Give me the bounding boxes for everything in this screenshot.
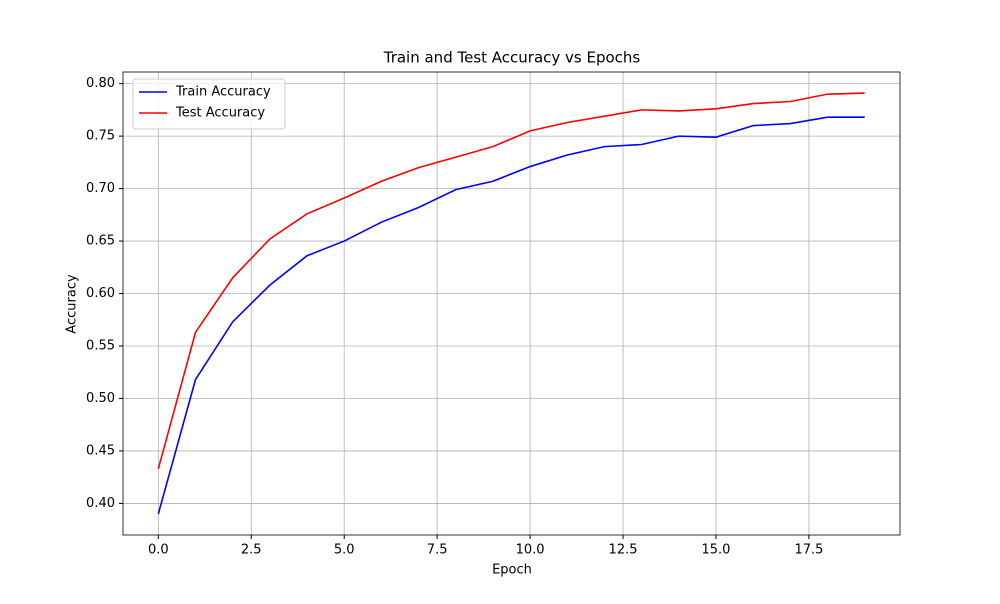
y-axis-label: Accuracy	[65, 274, 80, 334]
y-tick-label: 0.80	[86, 76, 115, 91]
x-tick-label: 7.5	[427, 543, 448, 558]
x-tick-label: 15.0	[701, 543, 730, 558]
x-tick-label: 10.0	[516, 543, 545, 558]
x-tick-label: 5.0	[334, 543, 355, 558]
legend-box	[132, 78, 286, 130]
legend-label: Test Accuracy	[175, 106, 265, 121]
y-tick-label: 0.40	[86, 496, 115, 511]
y-tick-label: 0.55	[86, 339, 115, 354]
y-tick-label: 0.50	[86, 391, 115, 406]
line-series	[157, 92, 865, 469]
y-tick-label: 0.45	[86, 443, 115, 458]
line-series	[157, 116, 865, 515]
y-tick-label: 0.75	[86, 129, 115, 144]
y-tick-label: 0.70	[86, 181, 115, 196]
chart-title: Train and Test Accuracy vs Epochs	[383, 49, 641, 67]
x-axis-label: Epoch	[492, 563, 532, 578]
plot-frame	[122, 71, 901, 536]
y-tick-label: 0.65	[86, 234, 115, 249]
legend-label: Train Accuracy	[175, 85, 271, 100]
y-tick-label: 0.60	[86, 286, 115, 301]
x-tick-label: 17.5	[794, 543, 823, 558]
x-tick-label: 2.5	[241, 543, 262, 558]
x-tick-label: 12.5	[609, 543, 638, 558]
x-tick-label: 0.0	[148, 543, 169, 558]
